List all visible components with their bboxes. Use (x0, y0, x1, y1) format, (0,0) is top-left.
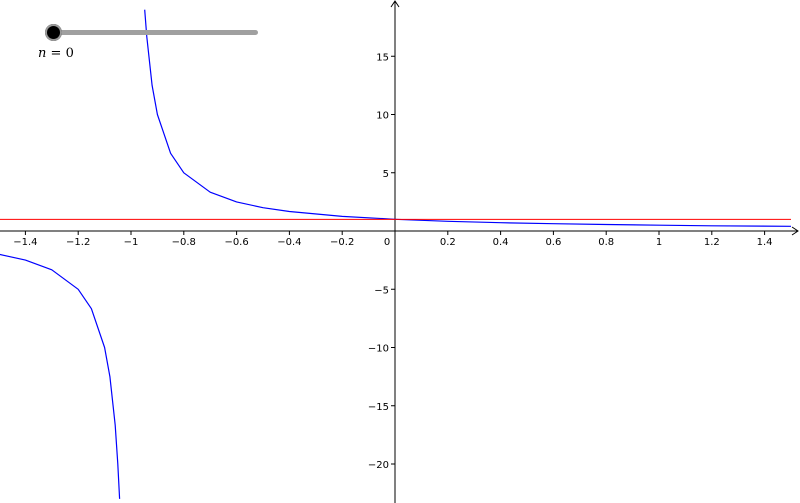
series-curve-right-branch[interactable] (144, 9, 792, 227)
x-axis-arrow (791, 226, 799, 236)
slider-n[interactable] (44, 22, 260, 42)
y-tick-label: 10 (376, 111, 389, 122)
x-tick-label: −0.2 (330, 237, 354, 248)
y-tick-label: −5 (374, 285, 389, 296)
axis-ticks: −1.4 −1.2 −1 −0.8 −0.6 −0.4 −0.2 0.2 0.4 0.6 0.8 1 1… (13, 52, 772, 471)
y-tick-label: 5 (383, 169, 389, 180)
x-tick-label: −0.4 (277, 237, 301, 248)
x-tick-label: −1.4 (13, 237, 37, 248)
x-tick-label: 1 (656, 237, 662, 248)
x-tick-label: −1.2 (66, 237, 90, 248)
x-tick-label: 1.4 (757, 237, 773, 248)
x-tick-label: 0.4 (493, 237, 509, 248)
series-curve-left-branch[interactable] (0, 253, 121, 499)
x-tick-label: 0.8 (598, 237, 614, 248)
x-tick-label: −0.6 (224, 237, 248, 248)
y-tick-label: 15 (376, 52, 389, 63)
slider-label: n = 0 (38, 46, 74, 61)
y-tick-label: −15 (368, 402, 389, 413)
y-axis-arrow (390, 0, 400, 8)
slider-variable: n (38, 46, 47, 61)
x-tick-label: 0.2 (440, 237, 456, 248)
origin-label: 0 (384, 237, 390, 248)
y-tick-label: −10 (368, 344, 389, 355)
slider-value: 0 (65, 46, 74, 61)
x-tick-label: −1 (124, 237, 139, 248)
slider-track[interactable] (54, 30, 258, 35)
slider-equals: = (50, 46, 62, 61)
slider-handle[interactable] (45, 24, 62, 41)
x-tick-label: −0.8 (172, 237, 196, 248)
function-graphs[interactable] (0, 9, 792, 499)
y-tick-label: −20 (368, 460, 389, 471)
x-tick-label: 0.6 (545, 237, 561, 248)
x-tick-label: 1.2 (704, 237, 720, 248)
